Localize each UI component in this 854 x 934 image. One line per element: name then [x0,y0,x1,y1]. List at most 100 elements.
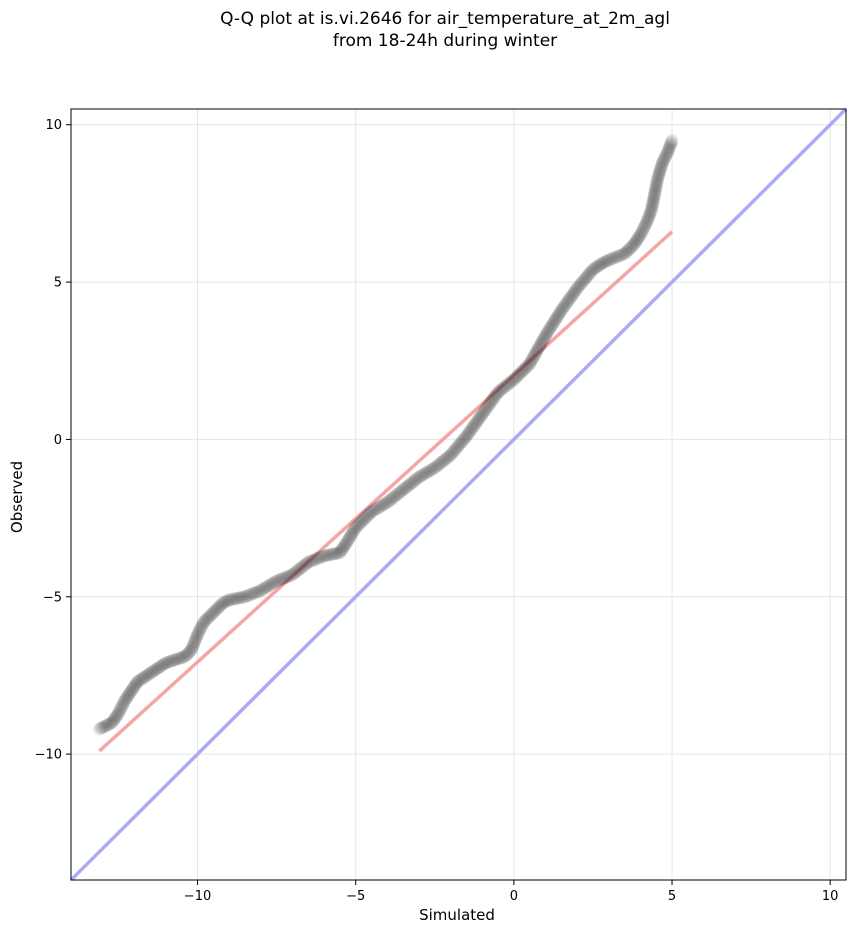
qq-point [541,325,555,339]
qq-point [407,474,421,488]
qq-point [517,362,531,376]
qq-point [526,352,539,366]
x-axis-label: Simulated [419,906,495,924]
qq-point [534,336,548,350]
qq-point [660,146,674,160]
qq-point [652,167,666,181]
qq-point [191,626,205,640]
qq-point [128,678,142,692]
qq-point [423,464,436,478]
qq-point [663,139,677,153]
qq-point [204,608,218,622]
qq-point [482,398,496,411]
qq-point [298,558,312,572]
qq-point [663,138,677,152]
qq-point [122,688,136,702]
qq-point [609,250,623,264]
qq-point [447,445,461,459]
qq-point [451,440,464,454]
qq-point [554,303,568,317]
qq-point [119,692,133,706]
qq-point [597,256,611,270]
qq-point [320,548,334,562]
qq-point [561,295,574,309]
qq-point [565,289,579,303]
qq-point [399,481,413,495]
qq-point [421,465,435,479]
qq-point [639,217,653,231]
qq-point [403,477,417,491]
qq-point [467,418,481,432]
qq-point [329,547,343,561]
qq-point [572,279,586,293]
qq-point [311,551,325,565]
qq-point [647,190,661,204]
qq-point [584,265,598,279]
qq-point [189,630,203,644]
qq-point [134,672,148,686]
qq-point [170,652,184,666]
qq-point [569,283,583,297]
qq-point [341,534,355,548]
qq-point [662,141,676,154]
qq-point [289,565,303,579]
qq-point [486,393,500,407]
qq-point [419,466,432,480]
qq-point [448,443,461,457]
qq-point [209,603,222,617]
qq-point [132,674,146,688]
qq-point [478,404,492,418]
qq-point [147,664,161,678]
qq-point [532,340,546,354]
qq-point [477,405,491,419]
qq-point [653,163,667,177]
qq-point [602,253,616,267]
qq-point [304,554,318,568]
qq-point [270,574,284,588]
qq-point [646,196,660,209]
qq-point [334,545,348,558]
y-tick-label: 5 [54,276,62,291]
qq-point [367,503,381,517]
qq-point [528,348,542,362]
qq-point [546,316,560,330]
qq-point [295,560,309,574]
qq-point [160,655,174,669]
qq-point [480,401,494,415]
qq-point [473,411,487,425]
qq-point [445,447,459,461]
qq-point [571,280,585,294]
qq-point [135,672,149,686]
qq-point [435,455,449,469]
qq-point [383,493,397,507]
qq-point [375,499,389,512]
qq-point [544,320,558,334]
qq-point [308,552,322,566]
qq-point [515,364,529,378]
qq-point [222,593,236,607]
grid [71,109,846,880]
qq-point [665,134,679,147]
qq-point [594,257,608,271]
qq-point [110,709,124,723]
qq-point [655,158,669,172]
qq-point [659,149,673,163]
y-tick-label: 0 [54,433,62,448]
qq-point [536,334,550,348]
qq-point [206,606,220,619]
qq-point [202,610,216,624]
qq-point [224,593,238,607]
qq-point [264,577,278,591]
qq-point [353,516,367,530]
qq-point [564,290,578,304]
qq-point [244,588,258,601]
qq-point [647,191,661,205]
qq-point [452,439,465,453]
qq-point [155,658,169,672]
qq-point [516,363,530,377]
qq-point [123,685,137,699]
qq-point [379,496,393,510]
qq-point [281,570,295,583]
qq-point [424,463,438,477]
qq-point [109,710,123,724]
